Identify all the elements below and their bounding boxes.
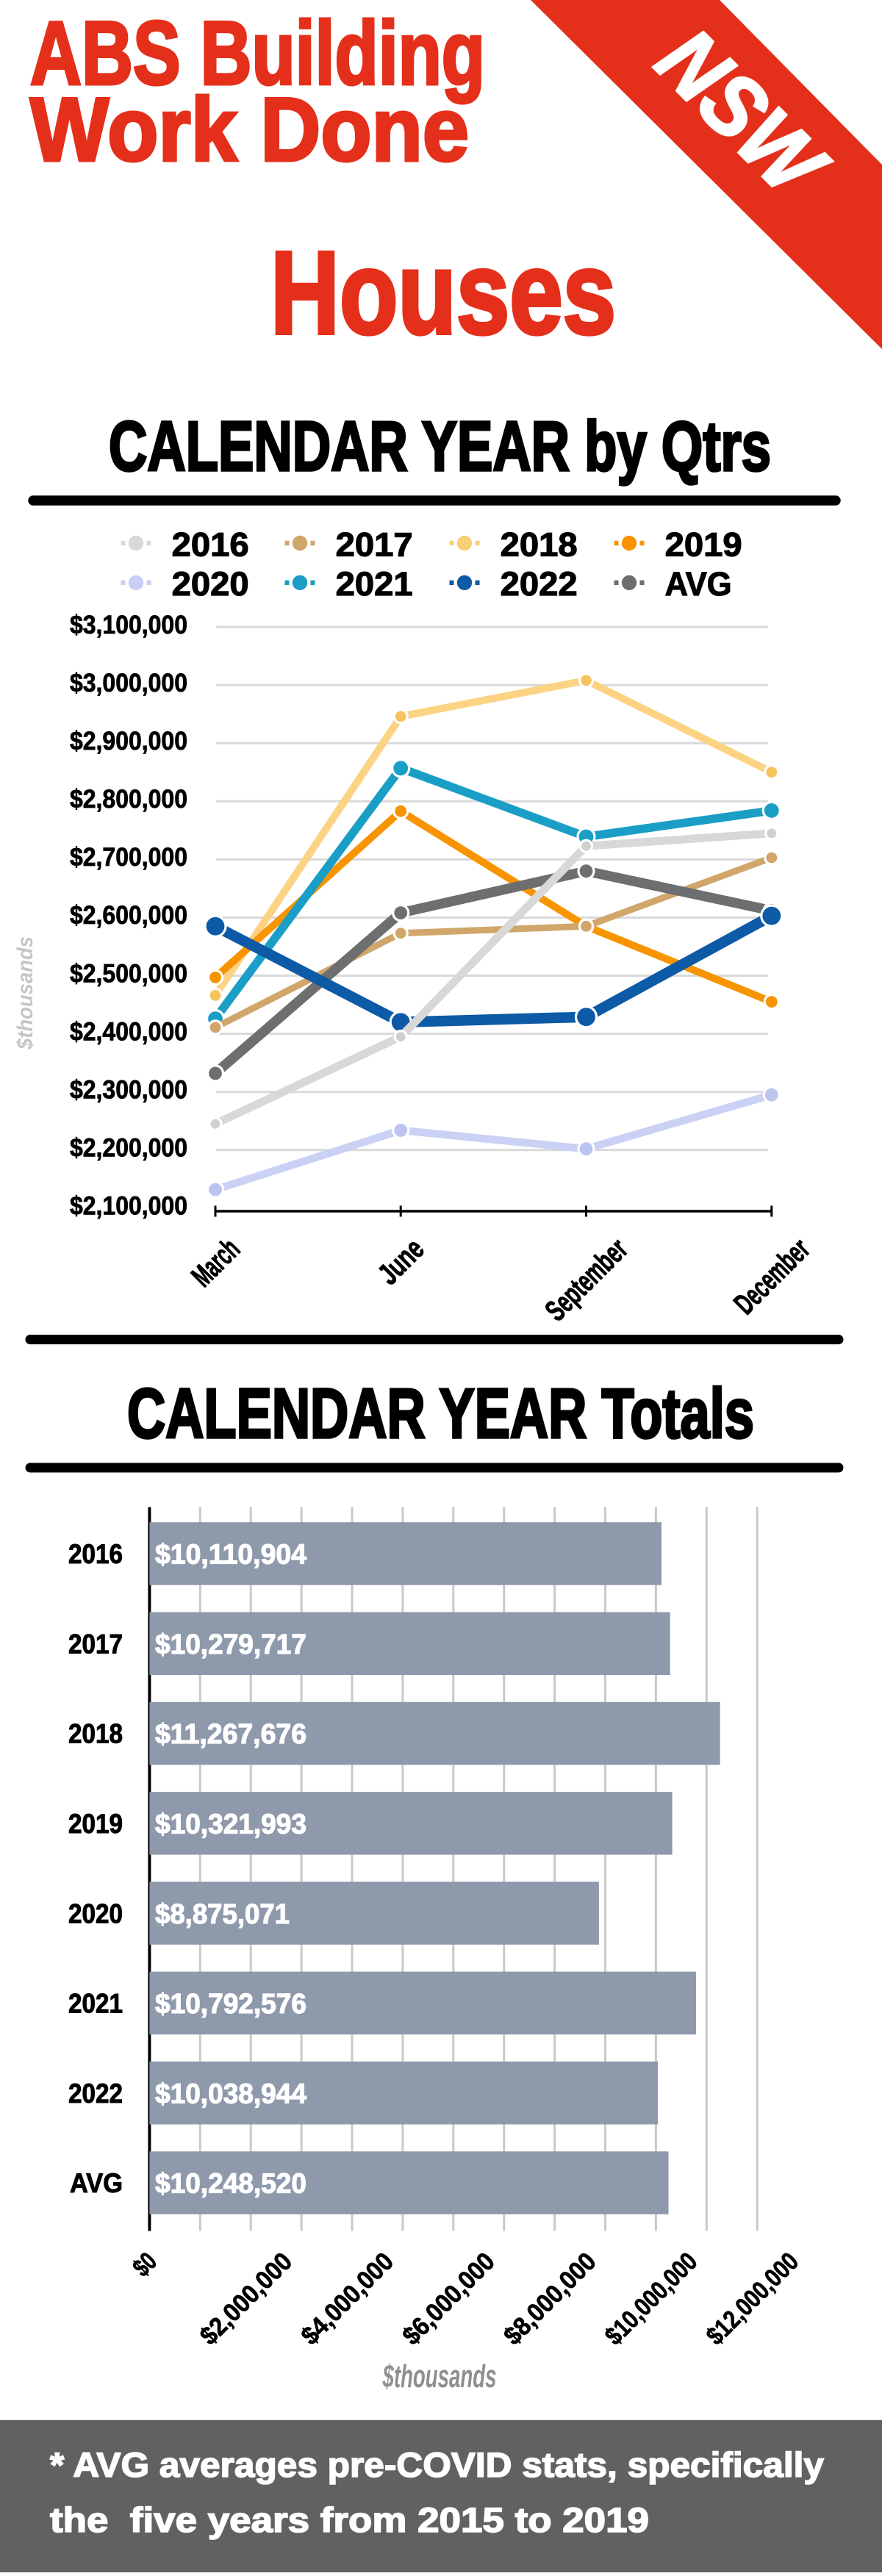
svg-text:$10,279,717: $10,279,717 <box>155 1629 306 1660</box>
svg-text:CALENDAR YEAR Totals: CALENDAR YEAR Totals <box>127 1375 754 1453</box>
svg-text:2019: 2019 <box>665 525 742 563</box>
svg-text:* AVG averages pre-COVID stats: * AVG averages pre-COVID stats, specific… <box>50 2446 825 2485</box>
svg-text:$2,400,000: $2,400,000 <box>70 1016 187 1046</box>
svg-text:AVG: AVG <box>70 2168 123 2198</box>
svg-text:$8,875,071: $8,875,071 <box>155 1898 290 1930</box>
svg-text:2022: 2022 <box>68 2078 123 2109</box>
svg-text:2018: 2018 <box>501 525 578 563</box>
svg-text:2021: 2021 <box>336 565 413 603</box>
svg-text:$10,110,904: $10,110,904 <box>155 1539 307 1571</box>
svg-text:$2,100,000: $2,100,000 <box>70 1191 187 1221</box>
svg-text:2020: 2020 <box>68 1898 123 1929</box>
svg-text:the five years from 2015 to 2: the five years from 2015 to 2019 <box>50 2501 649 2540</box>
svg-text:2016: 2016 <box>68 1539 123 1569</box>
svg-text:2016: 2016 <box>172 525 249 563</box>
svg-text:Work Done: Work Done <box>30 79 469 180</box>
svg-text:2022: 2022 <box>501 565 578 603</box>
svg-text:2021: 2021 <box>68 1989 123 2019</box>
svg-text:$2,600,000: $2,600,000 <box>70 900 187 930</box>
svg-text:$2,700,000: $2,700,000 <box>70 842 187 872</box>
svg-text:$10,038,944: $10,038,944 <box>155 2078 307 2109</box>
svg-text:$2,800,000: $2,800,000 <box>70 784 187 814</box>
svg-text:2017: 2017 <box>68 1629 123 1659</box>
svg-text:$10,321,993: $10,321,993 <box>155 1809 306 1840</box>
svg-text:$10,248,520: $10,248,520 <box>155 2168 306 2200</box>
svg-text:$thousands: $thousands <box>13 936 37 1050</box>
svg-text:$10,792,576: $10,792,576 <box>155 1988 306 2020</box>
svg-text:Houses: Houses <box>270 227 616 359</box>
svg-text:2017: 2017 <box>336 525 413 563</box>
svg-text:$thousands: $thousands <box>382 2358 497 2394</box>
svg-text:$3,000,000: $3,000,000 <box>70 668 187 697</box>
svg-text:2020: 2020 <box>172 565 249 603</box>
svg-text:$2,200,000: $2,200,000 <box>70 1133 187 1163</box>
svg-text:ABS Building: ABS Building <box>30 3 485 104</box>
svg-text:$2,900,000: $2,900,000 <box>70 726 187 756</box>
svg-text:AVG: AVG <box>665 565 732 603</box>
svg-text:$2,500,000: $2,500,000 <box>70 958 187 988</box>
svg-text:$11,267,676: $11,267,676 <box>155 1718 306 1750</box>
svg-text:2019: 2019 <box>68 1809 123 1839</box>
svg-text:CALENDAR YEAR by Qtrs: CALENDAR YEAR by Qtrs <box>109 408 771 486</box>
svg-text:2018: 2018 <box>68 1719 123 1749</box>
svg-text:$3,100,000: $3,100,000 <box>70 610 187 639</box>
svg-text:$2,300,000: $2,300,000 <box>70 1075 187 1105</box>
